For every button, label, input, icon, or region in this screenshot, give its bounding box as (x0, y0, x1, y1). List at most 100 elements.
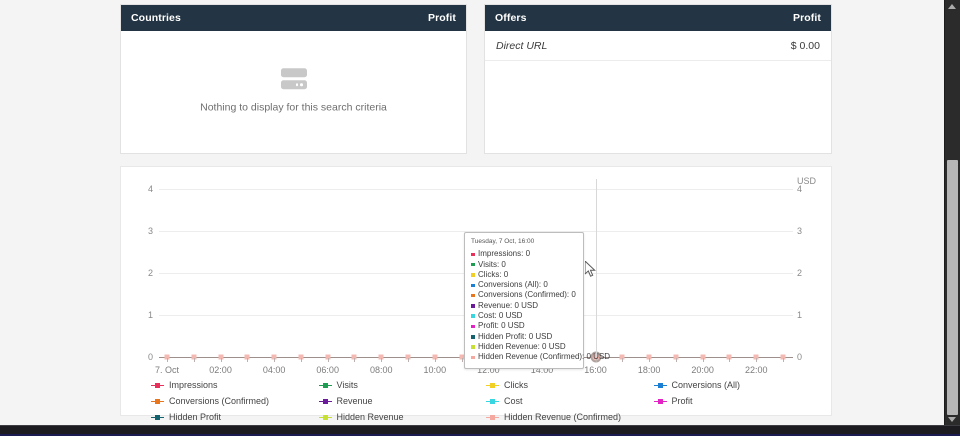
chart-point[interactable] (271, 354, 277, 360)
legend-item-label: Hidden Revenue (Confirmed) (504, 412, 622, 422)
x-axis-tick-mark (729, 358, 731, 362)
chart-point[interactable] (780, 354, 786, 360)
server-rack-icon (280, 67, 307, 90)
tooltip-row: Cost: 0 USD (471, 311, 577, 321)
table-row[interactable]: Direct URL $ 0.00 (485, 31, 831, 61)
legend-marker-icon (318, 397, 332, 406)
legend-item-label: Clicks (504, 380, 528, 390)
chart-gridline (159, 231, 793, 232)
legend-item[interactable]: Visits (318, 377, 487, 393)
countries-card: Countries Profit Nothing to display for … (120, 4, 467, 154)
y-axis-tick-label-right: 1 (797, 310, 803, 320)
tooltip-series-color-swatch (471, 262, 475, 267)
chart-point[interactable] (432, 354, 438, 360)
tooltip-series-color-swatch (471, 283, 475, 288)
chart-point[interactable] (191, 354, 197, 360)
legend-item[interactable]: Clicks (486, 377, 654, 393)
legend-item[interactable]: Revenue (318, 393, 487, 409)
tooltip-row-label: Impressions: 0 (478, 249, 531, 259)
legend-item[interactable]: Conversions (Confirmed) (151, 393, 319, 409)
x-axis-tick-label: 22:00 (744, 365, 768, 375)
legend-item[interactable]: Hidden Profit (151, 409, 319, 425)
legend-marker-icon (486, 397, 499, 406)
x-axis-tick-mark (756, 358, 758, 362)
tooltip-row-label: Conversions (Confirmed): 0 (478, 290, 576, 300)
legend-item-label: Revenue (336, 396, 373, 406)
legend-item-label: Impressions (169, 380, 218, 390)
x-axis-tick-label: 06:00 (316, 365, 339, 375)
tooltip-row: Revenue: 0 USD (471, 301, 577, 311)
x-axis-tick-label: 14:00 (530, 365, 554, 375)
tooltip-row: Profit: 0 USD (471, 321, 577, 331)
summary-cards-row: Countries Profit Nothing to display for … (120, 4, 832, 154)
tooltip-series-color-swatch (471, 314, 475, 318)
offer-name: Direct URL (496, 39, 548, 52)
tooltip-row-label: Profit: 0 USD (478, 321, 525, 331)
legend-marker-icon (486, 381, 499, 390)
legend-item-label: Hidden Profit (169, 412, 222, 422)
y-axis-tick-label-left: 4 (147, 184, 153, 194)
legend-marker-icon (151, 381, 164, 390)
tooltip-series-color-swatch (471, 335, 475, 339)
x-axis-tick-mark (461, 358, 463, 362)
chart-point[interactable] (726, 354, 732, 360)
chart-point[interactable] (673, 354, 679, 360)
tooltip-row-label: Clicks: 0 (478, 269, 509, 279)
chart-point[interactable] (405, 354, 411, 360)
tooltip-row-label: Cost: 0 USD (478, 311, 523, 321)
tooltip-series-color-swatch (471, 355, 475, 360)
legend-item-label: Hidden Revenue (336, 412, 404, 422)
y-axis-tick-label-right: 4 (797, 184, 803, 194)
tooltip-row: Conversions (All): 0 (471, 280, 577, 290)
chart-point[interactable] (459, 354, 465, 360)
y-axis-tick-label-left: 3 (147, 226, 153, 236)
chart-legend: Impressions Visits Clicks Conversions (All)… (151, 377, 821, 425)
chart-point[interactable] (164, 354, 170, 360)
chart-point[interactable] (378, 354, 384, 360)
offers-card-header: Offers Profit (485, 5, 831, 31)
legend-item[interactable]: Hidden Revenue (Confirmed) (486, 409, 654, 425)
offer-profit-value: $ 0.00 (790, 39, 820, 52)
vertical-scrollbar[interactable] (944, 0, 960, 426)
countries-empty-text: Nothing to display for this search crite… (200, 100, 387, 113)
legend-item[interactable]: Hidden Revenue (318, 409, 487, 425)
chart-point[interactable] (619, 354, 625, 360)
chart-point[interactable] (218, 354, 224, 360)
chart-point[interactable] (753, 354, 759, 360)
scrollbar-thumb[interactable] (947, 160, 958, 415)
chart-point[interactable] (298, 354, 304, 360)
legend-item-label: Conversions (Confirmed) (169, 396, 270, 406)
x-axis-tick-mark (675, 358, 677, 362)
scroll-down-arrow-icon[interactable] (948, 417, 956, 422)
legend-marker-icon (318, 413, 332, 422)
chart-gridline (159, 189, 793, 190)
window-bottom-chrome (0, 425, 960, 436)
chart-point[interactable] (646, 354, 652, 360)
x-axis-tick-mark (622, 358, 624, 362)
legend-item[interactable]: Cost (486, 393, 654, 409)
chart-point[interactable] (351, 354, 357, 360)
chart-point[interactable] (700, 354, 706, 360)
right-axis-unit-label: USD (797, 176, 817, 186)
x-axis-tick-mark (354, 358, 356, 362)
tooltip-row: Conversions (Confirmed): 0 (471, 290, 577, 300)
countries-card-title: Countries (131, 12, 181, 24)
countries-empty-state: Nothing to display for this search crite… (121, 67, 466, 113)
legend-item-label: Profit (671, 396, 693, 406)
legend-item[interactable]: Conversions (All) (653, 377, 822, 393)
legend-marker-icon (653, 381, 667, 390)
x-axis-tick-mark (274, 358, 276, 362)
tooltip-row: Hidden Profit: 0 USD (471, 332, 577, 342)
tooltip-title: Tuesday, 7 Oct, 16:00 (471, 238, 535, 245)
legend-item[interactable]: Profit (653, 393, 822, 409)
offers-card-title: Offers (495, 12, 527, 24)
tooltip-row-label: Hidden Revenue: 0 USD (478, 341, 566, 351)
x-axis-tick-mark (595, 358, 597, 362)
chart-point[interactable] (244, 354, 250, 360)
x-axis-tick-label: 04:00 (262, 365, 286, 375)
legend-item[interactable]: Impressions (151, 377, 319, 393)
tooltip-series-color-swatch (471, 252, 475, 257)
chart-point[interactable] (325, 354, 331, 360)
scroll-up-arrow-icon[interactable] (948, 4, 956, 9)
tooltip-row: Hidden Revenue (Confirmed): 0 USD (471, 352, 610, 362)
